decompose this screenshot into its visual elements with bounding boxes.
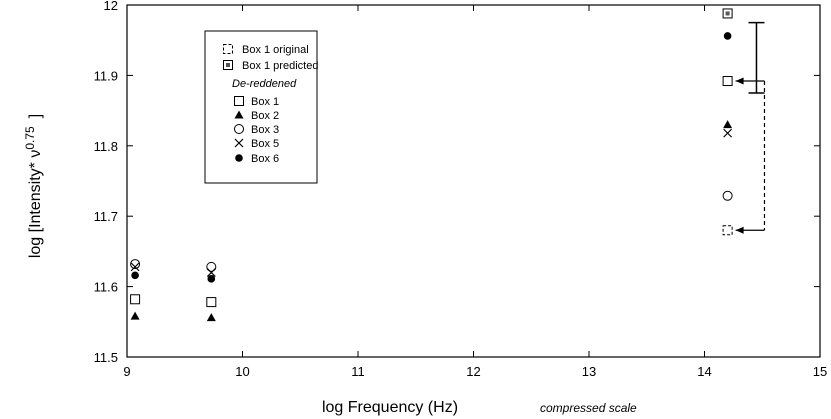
data-point (131, 271, 139, 280)
data-point (723, 128, 733, 138)
y-axis-title: log [Intensity* ν0.75] (23, 114, 44, 258)
x-tick-label: 10 (235, 364, 249, 379)
x-tick-label: 13 (582, 364, 596, 379)
y-tick-label: 11.6 (94, 280, 118, 295)
data-point (206, 268, 216, 277)
dashed-square-shape (722, 225, 733, 236)
filled-circle-shape (723, 32, 732, 40)
data-point (722, 8, 733, 19)
data-points (130, 8, 733, 322)
legend-marker (234, 124, 244, 134)
x-axis-ticks: 9 10 11 12 13 14 15 (123, 5, 827, 379)
data-point (130, 294, 141, 305)
y-axis-title-exponent: 0.75 (23, 126, 37, 150)
x-tick-label: 9 (123, 364, 130, 379)
filled-circle-shape (131, 271, 139, 280)
data-point (722, 225, 733, 236)
data-point (207, 275, 216, 283)
annotations (735, 21, 766, 234)
open-square-shape (722, 76, 733, 87)
y-tick-label: 11.5 (94, 350, 118, 365)
open-square-shape (206, 297, 217, 308)
legend-label: Box 3 (251, 124, 279, 136)
triangle-shape (234, 110, 244, 119)
data-point (723, 120, 733, 129)
legend-marker (234, 138, 244, 148)
data-point (206, 313, 216, 322)
cross-stroke (234, 138, 244, 148)
legend-label: Box 2 (251, 110, 279, 122)
cross-stroke (130, 262, 140, 272)
legend-heading: De-reddened (232, 78, 297, 90)
y-axis-title-close: ] (27, 114, 44, 118)
legend-label: Box 5 (251, 138, 279, 150)
open-circle-shape (234, 124, 244, 134)
data-point (130, 311, 140, 320)
open-circle-shape (130, 259, 141, 270)
legend-marker (223, 44, 233, 54)
data-point (722, 190, 733, 201)
filled-circle-shape (207, 275, 216, 283)
y-tick-label: 12 (104, 0, 118, 13)
svg-text:log [Intensity* ν0.75]: log [Intensity* ν0.75] (23, 114, 44, 258)
open-square-shape (234, 96, 244, 106)
triangle-shape (206, 313, 216, 322)
data-point (206, 261, 217, 272)
legend-marker (223, 60, 233, 70)
inner-square-shape (226, 63, 230, 67)
legend-marker (234, 110, 244, 119)
legend-label: Box 6 (251, 153, 279, 165)
x-axis-note: compressed scale (540, 401, 637, 415)
legend-label: Box 1 predicted (242, 60, 318, 72)
y-tick-label: 11.9 (94, 68, 118, 83)
arrow-head-lower (735, 226, 744, 234)
filled-circle-shape (235, 154, 243, 162)
data-point (722, 76, 733, 87)
cross-stroke (723, 128, 733, 138)
open-circle-shape (722, 190, 733, 201)
data-point (206, 297, 217, 308)
triangle-shape (723, 120, 733, 129)
triangle-shape (130, 311, 140, 320)
legend: Box 1 original Box 1 predicted De-reddened… (204, 30, 318, 184)
x-axis-title: log Frequency (Hz) (322, 399, 458, 416)
x-tick-label: 14 (697, 364, 711, 379)
dashed-square-shape (223, 44, 233, 54)
data-point (130, 259, 141, 270)
data-point (130, 262, 140, 272)
y-axis-ticks: 11.5 11.6 11.7 11.8 11.9 12 (94, 0, 820, 365)
data-point (723, 32, 732, 40)
x-tick-label: 12 (466, 364, 480, 379)
x-tick-label: 15 (813, 364, 827, 379)
open-circle-shape (206, 261, 217, 272)
legend-label: Box 1 original (242, 44, 309, 56)
y-tick-label: 11.8 (94, 139, 118, 154)
cross-stroke (206, 268, 216, 277)
y-axis-title-main: log [Intensity* ν (27, 150, 44, 259)
open-square-shape (130, 294, 141, 305)
arrow-head-upper (735, 77, 744, 85)
x-tick-label: 11 (351, 364, 365, 379)
y-tick-label: 11.7 (94, 209, 118, 224)
inner-square-shape (725, 11, 730, 16)
legend-box (204, 30, 318, 184)
legend-label: Box 1 (251, 96, 279, 108)
legend-marker (235, 154, 243, 162)
legend-marker (234, 96, 244, 106)
